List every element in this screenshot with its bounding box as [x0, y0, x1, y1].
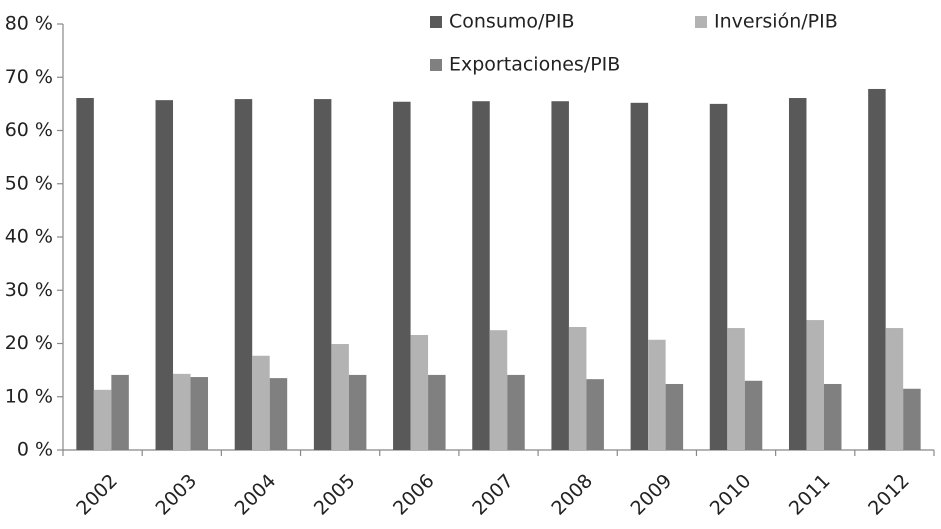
y-tick-label: 30 %	[5, 279, 53, 301]
x-tick-label: 2009	[627, 470, 677, 520]
bar	[868, 88, 886, 450]
x-tick-label: 2011	[785, 470, 835, 520]
bar	[727, 328, 745, 450]
bar	[568, 326, 587, 450]
bar	[788, 98, 807, 450]
x-tick-label: 2007	[468, 470, 518, 520]
bar	[410, 334, 429, 450]
y-tick-label: 60 %	[5, 119, 53, 141]
bar	[806, 320, 824, 450]
legend-swatch	[430, 59, 442, 71]
bar	[744, 380, 763, 450]
bar	[507, 374, 525, 450]
y-tick-label: 40 %	[5, 226, 53, 248]
x-tick-label: 2006	[389, 470, 439, 520]
x-tick-label: 2010	[706, 470, 756, 520]
bar	[472, 101, 490, 451]
bar	[234, 99, 253, 451]
bar	[709, 103, 728, 450]
bar	[393, 101, 411, 451]
x-tick-label: 2012	[864, 470, 914, 520]
bar	[823, 383, 842, 450]
legend-label: Consumo/PIB	[449, 11, 575, 33]
bar	[586, 379, 604, 450]
bar	[173, 373, 191, 450]
y-tick-label: 80 %	[5, 13, 53, 35]
x-tick-label: 2002	[72, 470, 122, 520]
legend-label: Exportaciones/PIB	[449, 54, 620, 76]
y-tick-label: 70 %	[5, 66, 53, 88]
bar	[630, 102, 649, 450]
bar	[111, 374, 129, 450]
bar	[648, 339, 666, 450]
legend-swatch	[695, 16, 707, 28]
bar	[155, 100, 174, 451]
bar	[331, 344, 349, 450]
legend-swatch	[430, 16, 442, 28]
x-tick-label: 2004	[231, 470, 281, 520]
x-tick-label: 2005	[310, 470, 360, 520]
bar	[190, 377, 209, 450]
bar	[551, 101, 569, 451]
bar	[76, 98, 94, 450]
y-tick-label: 20 %	[5, 332, 53, 354]
bar	[903, 388, 921, 450]
y-tick-label: 10 %	[5, 385, 53, 407]
bar	[348, 374, 367, 450]
bar	[269, 378, 288, 450]
x-tick-label: 2003	[151, 470, 201, 520]
legend-label: Inversión/PIB	[714, 11, 838, 33]
x-tick-label: 2008	[547, 470, 597, 520]
bar	[885, 328, 904, 450]
y-tick-label: 0 %	[17, 439, 53, 461]
bar	[665, 383, 684, 450]
y-tick-label: 50 %	[5, 172, 53, 194]
bar	[93, 389, 112, 450]
bar	[428, 374, 446, 450]
bar	[252, 355, 270, 450]
bar	[489, 330, 508, 450]
bar	[313, 99, 332, 451]
